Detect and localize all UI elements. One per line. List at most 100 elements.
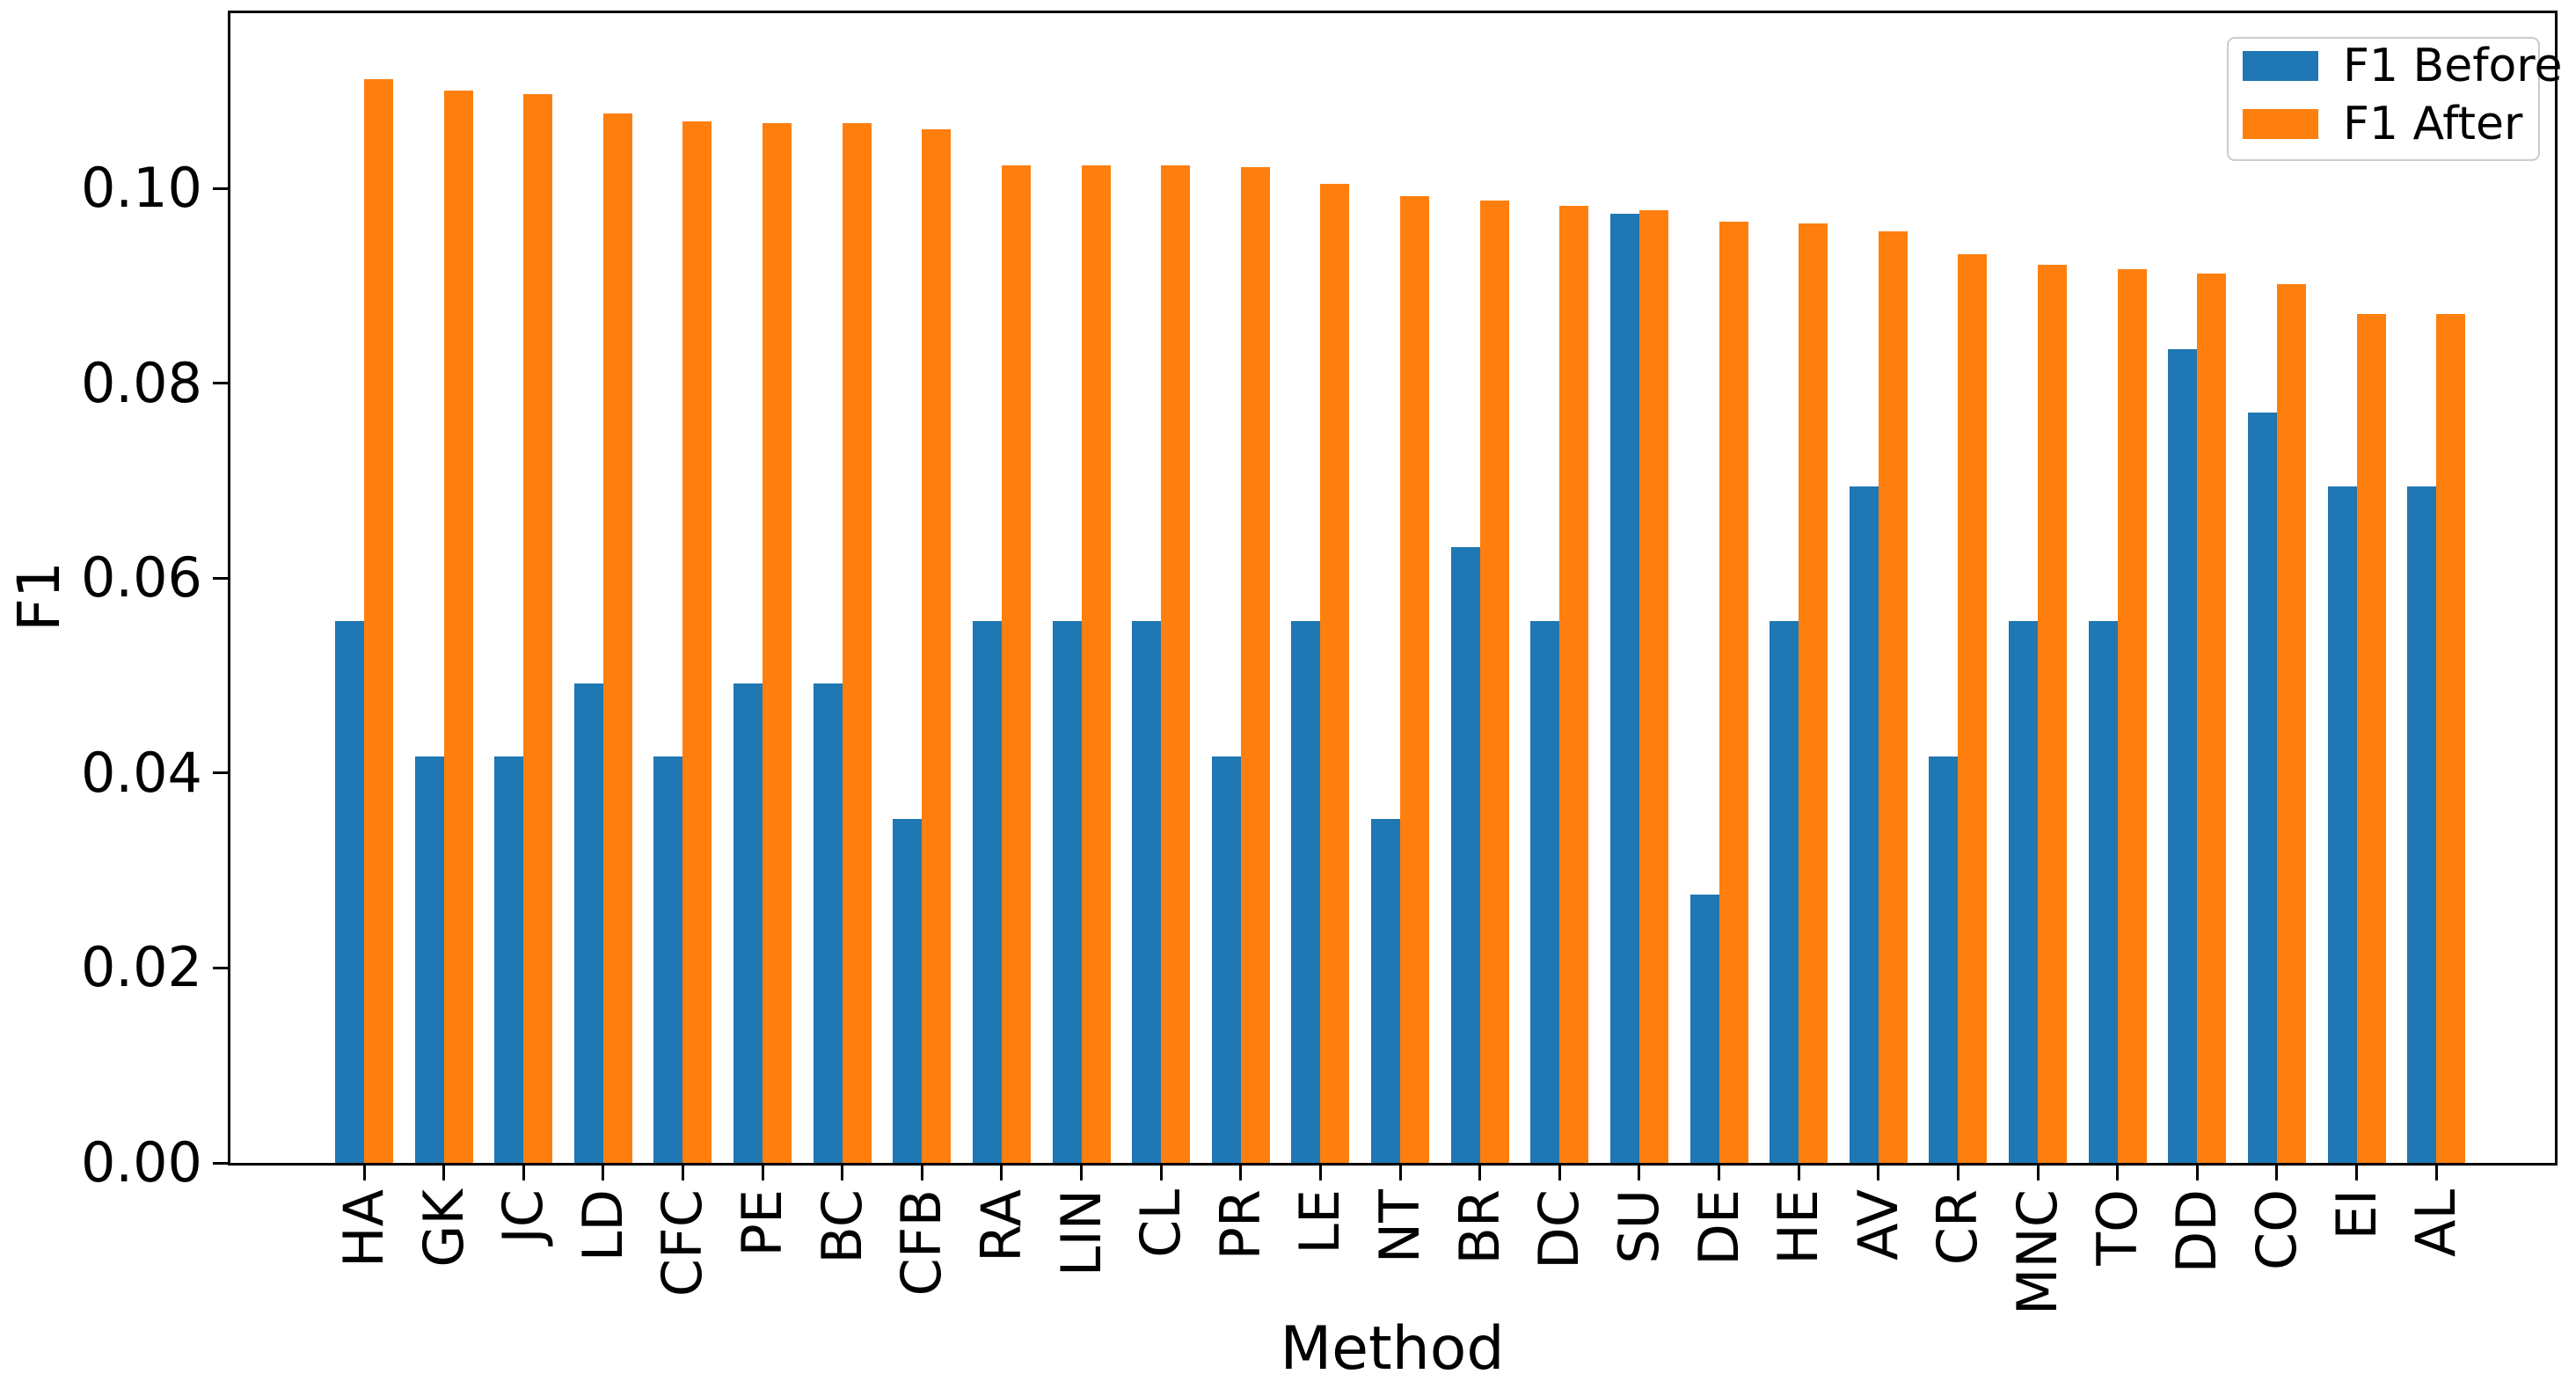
x-tick-label-dc: DC bbox=[1527, 1189, 1592, 1270]
bar-before-to bbox=[2088, 621, 2118, 1163]
bar-after-de bbox=[1719, 222, 1748, 1163]
y-tick-mark bbox=[213, 382, 228, 385]
y-axis-title: F1 bbox=[5, 561, 73, 632]
x-tick-mark bbox=[1956, 1166, 1959, 1180]
x-tick-mark bbox=[681, 1166, 684, 1180]
bar-after-cl bbox=[1161, 164, 1191, 1163]
bar-after-ra bbox=[1001, 164, 1031, 1163]
x-tick-label-al: AL bbox=[2404, 1189, 2469, 1257]
y-tick-label: 0.08 bbox=[80, 350, 202, 415]
bar-after-lin bbox=[1081, 164, 1111, 1163]
x-tick-mark bbox=[1239, 1166, 1243, 1180]
bar-after-su bbox=[1638, 209, 1668, 1163]
bar-after-to bbox=[2117, 269, 2147, 1163]
bar-before-ra bbox=[972, 621, 1002, 1163]
bar-before-su bbox=[1609, 214, 1639, 1163]
bar-after-dc bbox=[1559, 206, 1589, 1163]
bar-after-al bbox=[2436, 314, 2466, 1163]
y-tick-mark bbox=[213, 771, 228, 775]
legend-label: F1 Before bbox=[2343, 40, 2563, 92]
x-tick-mark bbox=[2036, 1166, 2040, 1180]
x-tick-label-br: BR bbox=[1447, 1189, 1512, 1265]
bar-after-cr bbox=[1958, 253, 1988, 1163]
x-tick-mark bbox=[1638, 1166, 1641, 1180]
bar-before-mnc bbox=[2009, 621, 2039, 1163]
right-spine bbox=[2555, 11, 2558, 1166]
x-tick-label-mnc: MNC bbox=[2005, 1189, 2070, 1316]
x-tick-label-pr: PR bbox=[1208, 1189, 1273, 1261]
bar-before-nt bbox=[1371, 819, 1401, 1163]
bar-after-br bbox=[1479, 200, 1509, 1163]
x-tick-mark bbox=[1000, 1166, 1003, 1180]
bar-before-cr bbox=[1929, 756, 1959, 1163]
y-tick-mark bbox=[213, 186, 228, 190]
x-tick-mark bbox=[2355, 1166, 2358, 1180]
x-tick-label-he: HE bbox=[1766, 1189, 1831, 1265]
bar-before-cfc bbox=[653, 756, 683, 1163]
bar-after-nt bbox=[1400, 196, 1430, 1163]
x-tick-label-lin: LIN bbox=[1048, 1189, 1113, 1277]
x-tick-label-le: LE bbox=[1288, 1189, 1353, 1254]
x-tick-label-cfb: CFB bbox=[889, 1189, 954, 1297]
plot-area bbox=[228, 11, 2558, 1166]
bar-after-he bbox=[1799, 223, 1828, 1163]
bar-after-co bbox=[2276, 283, 2306, 1163]
bar-before-av bbox=[1849, 486, 1879, 1163]
x-tick-label-nt: NT bbox=[1368, 1189, 1433, 1264]
x-tick-mark bbox=[2434, 1166, 2438, 1180]
bar-after-le bbox=[1320, 183, 1350, 1163]
legend-label: F1 After bbox=[2343, 98, 2523, 150]
bar-before-ei bbox=[2327, 486, 2357, 1163]
x-tick-label-cr: CR bbox=[1925, 1189, 1990, 1266]
bar-before-he bbox=[1770, 621, 1799, 1163]
x-tick-mark bbox=[442, 1166, 446, 1180]
x-tick-label-ra: RA bbox=[968, 1189, 1033, 1262]
x-tick-mark bbox=[1478, 1166, 1482, 1180]
x-tick-label-jc: JC bbox=[491, 1189, 556, 1244]
legend-swatch bbox=[2243, 109, 2318, 139]
x-tick-mark bbox=[1558, 1166, 1561, 1180]
x-tick-mark bbox=[841, 1166, 844, 1180]
bar-after-ei bbox=[2356, 314, 2386, 1163]
x-tick-mark bbox=[2195, 1166, 2199, 1180]
y-axis-spine bbox=[228, 11, 230, 1166]
x-tick-mark bbox=[1159, 1166, 1163, 1180]
y-tick-label: 0.04 bbox=[80, 740, 202, 805]
bar-before-jc bbox=[494, 756, 524, 1163]
x-tick-mark bbox=[1718, 1166, 1721, 1180]
x-tick-label-to: TO bbox=[2084, 1189, 2149, 1266]
x-tick-label-ha: HA bbox=[332, 1189, 396, 1268]
x-tick-label-dd: DD bbox=[2164, 1189, 2229, 1274]
legend-item-f1-after: F1 After bbox=[2243, 101, 2522, 147]
bar-before-cl bbox=[1132, 621, 1162, 1163]
bar-after-mnc bbox=[2038, 264, 2068, 1163]
y-tick-mark bbox=[213, 1161, 228, 1165]
bar-before-dd bbox=[2168, 349, 2198, 1163]
x-tick-mark bbox=[1398, 1166, 1402, 1180]
bar-before-br bbox=[1450, 546, 1480, 1163]
bar-after-jc bbox=[523, 93, 553, 1163]
x-tick-mark bbox=[1797, 1166, 1800, 1180]
legend: F1 Before F1 After bbox=[2227, 37, 2563, 161]
x-tick-label-gk: GK bbox=[411, 1189, 476, 1268]
x-tick-mark bbox=[761, 1166, 764, 1180]
bar-before-ld bbox=[573, 683, 603, 1163]
x-tick-mark bbox=[1318, 1166, 1322, 1180]
bar-after-ha bbox=[364, 79, 393, 1163]
bar-before-co bbox=[2247, 413, 2277, 1163]
bar-before-le bbox=[1291, 621, 1321, 1163]
bar-before-ha bbox=[335, 621, 364, 1163]
bar-before-bc bbox=[813, 683, 843, 1163]
x-tick-label-bc: BC bbox=[809, 1189, 874, 1264]
bar-before-gk bbox=[414, 756, 444, 1163]
x-tick-mark bbox=[2275, 1166, 2279, 1180]
bar-after-cfb bbox=[922, 128, 952, 1163]
bar-after-pr bbox=[1240, 167, 1270, 1163]
legend-swatch bbox=[2243, 51, 2318, 81]
bar-after-av bbox=[1878, 231, 1908, 1163]
bar-before-pe bbox=[733, 683, 763, 1163]
y-tick-label: 0.00 bbox=[80, 1130, 202, 1195]
x-tick-label-cfc: CFC bbox=[650, 1189, 715, 1297]
y-tick-label: 0.02 bbox=[80, 935, 202, 1000]
x-axis-spine bbox=[228, 1163, 2558, 1166]
